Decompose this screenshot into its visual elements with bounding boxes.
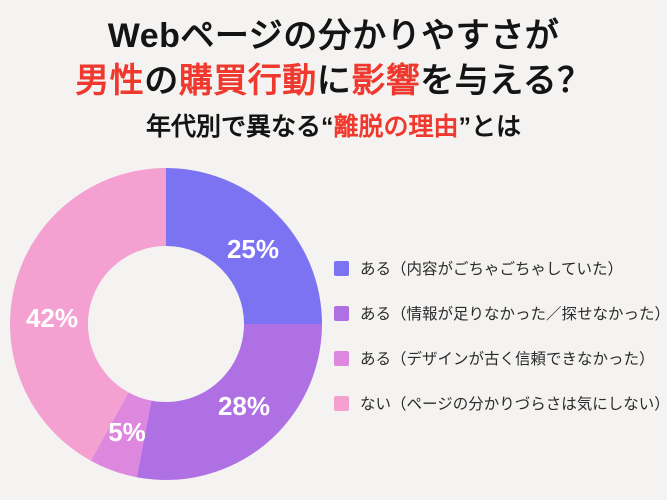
title-segment: 離脱の理由	[333, 112, 459, 141]
legend-swatch	[334, 395, 349, 411]
legend-swatch	[334, 305, 349, 321]
donut-slice-2	[136, 324, 322, 481]
title-segment: の	[144, 61, 179, 100]
legend-label: ある（デザインが古く信頼できなかった）	[360, 351, 655, 368]
legend-swatch	[334, 350, 349, 366]
legend-item-1: ある（内容がごちゃごちゃしていた）	[334, 260, 667, 278]
title-segment: 影響	[351, 61, 421, 100]
legend-item-4: ない（ページの分かりづらさは気にしない）	[334, 395, 667, 413]
legend-swatch	[334, 260, 349, 276]
title-segment: 男性	[75, 61, 145, 100]
title-segment: 購買行動	[178, 61, 317, 100]
donut-slice-percentage-label: 5%	[108, 417, 146, 447]
chart-legend: ある（内容がごちゃごちゃしていた） ある（情報が足りなかった／探せなかった） ある（…	[334, 260, 667, 440]
donut-slice-3	[90, 392, 152, 478]
legend-item-2: ある（情報が足りなかった／探せなかった）	[334, 305, 667, 323]
donut-slice-percentage-label: 42%	[26, 303, 78, 333]
legend-label: ない（ページの分かりづらさは気にしない）	[360, 396, 667, 413]
title-segment: ”とは	[458, 112, 522, 141]
title-segment: Webページの分かりやすさが	[107, 17, 560, 55]
donut-slice-1	[166, 168, 322, 324]
donut-slice-4	[10, 168, 167, 461]
title-line-2: 男性の購買行動に影響を与える？	[0, 59, 667, 104]
legend-label: ある（情報が足りなかった／探せなかった）	[360, 306, 667, 323]
title-line-3: 年代別で異なる“離脱の理由”とは	[0, 111, 667, 144]
title-segment: を与える？	[420, 61, 592, 100]
donut-slice-percentage-label: 28%	[218, 391, 270, 421]
legend-label: ある（内容がごちゃごちゃしていた）	[360, 261, 624, 278]
donut-slice-percentage-label: 25%	[227, 234, 279, 264]
title-block: Webページの分かりやすさが 男性の購買行動に影響を与える？ 年代別で異なる“離…	[0, 14, 667, 143]
title-segment: に	[316, 61, 352, 100]
title-line-1: Webページの分かりやすさが	[0, 14, 667, 59]
legend-item-3: ある（デザインが古く信頼できなかった）	[334, 350, 667, 368]
title-segment: 年代別で異なる“	[145, 112, 334, 141]
